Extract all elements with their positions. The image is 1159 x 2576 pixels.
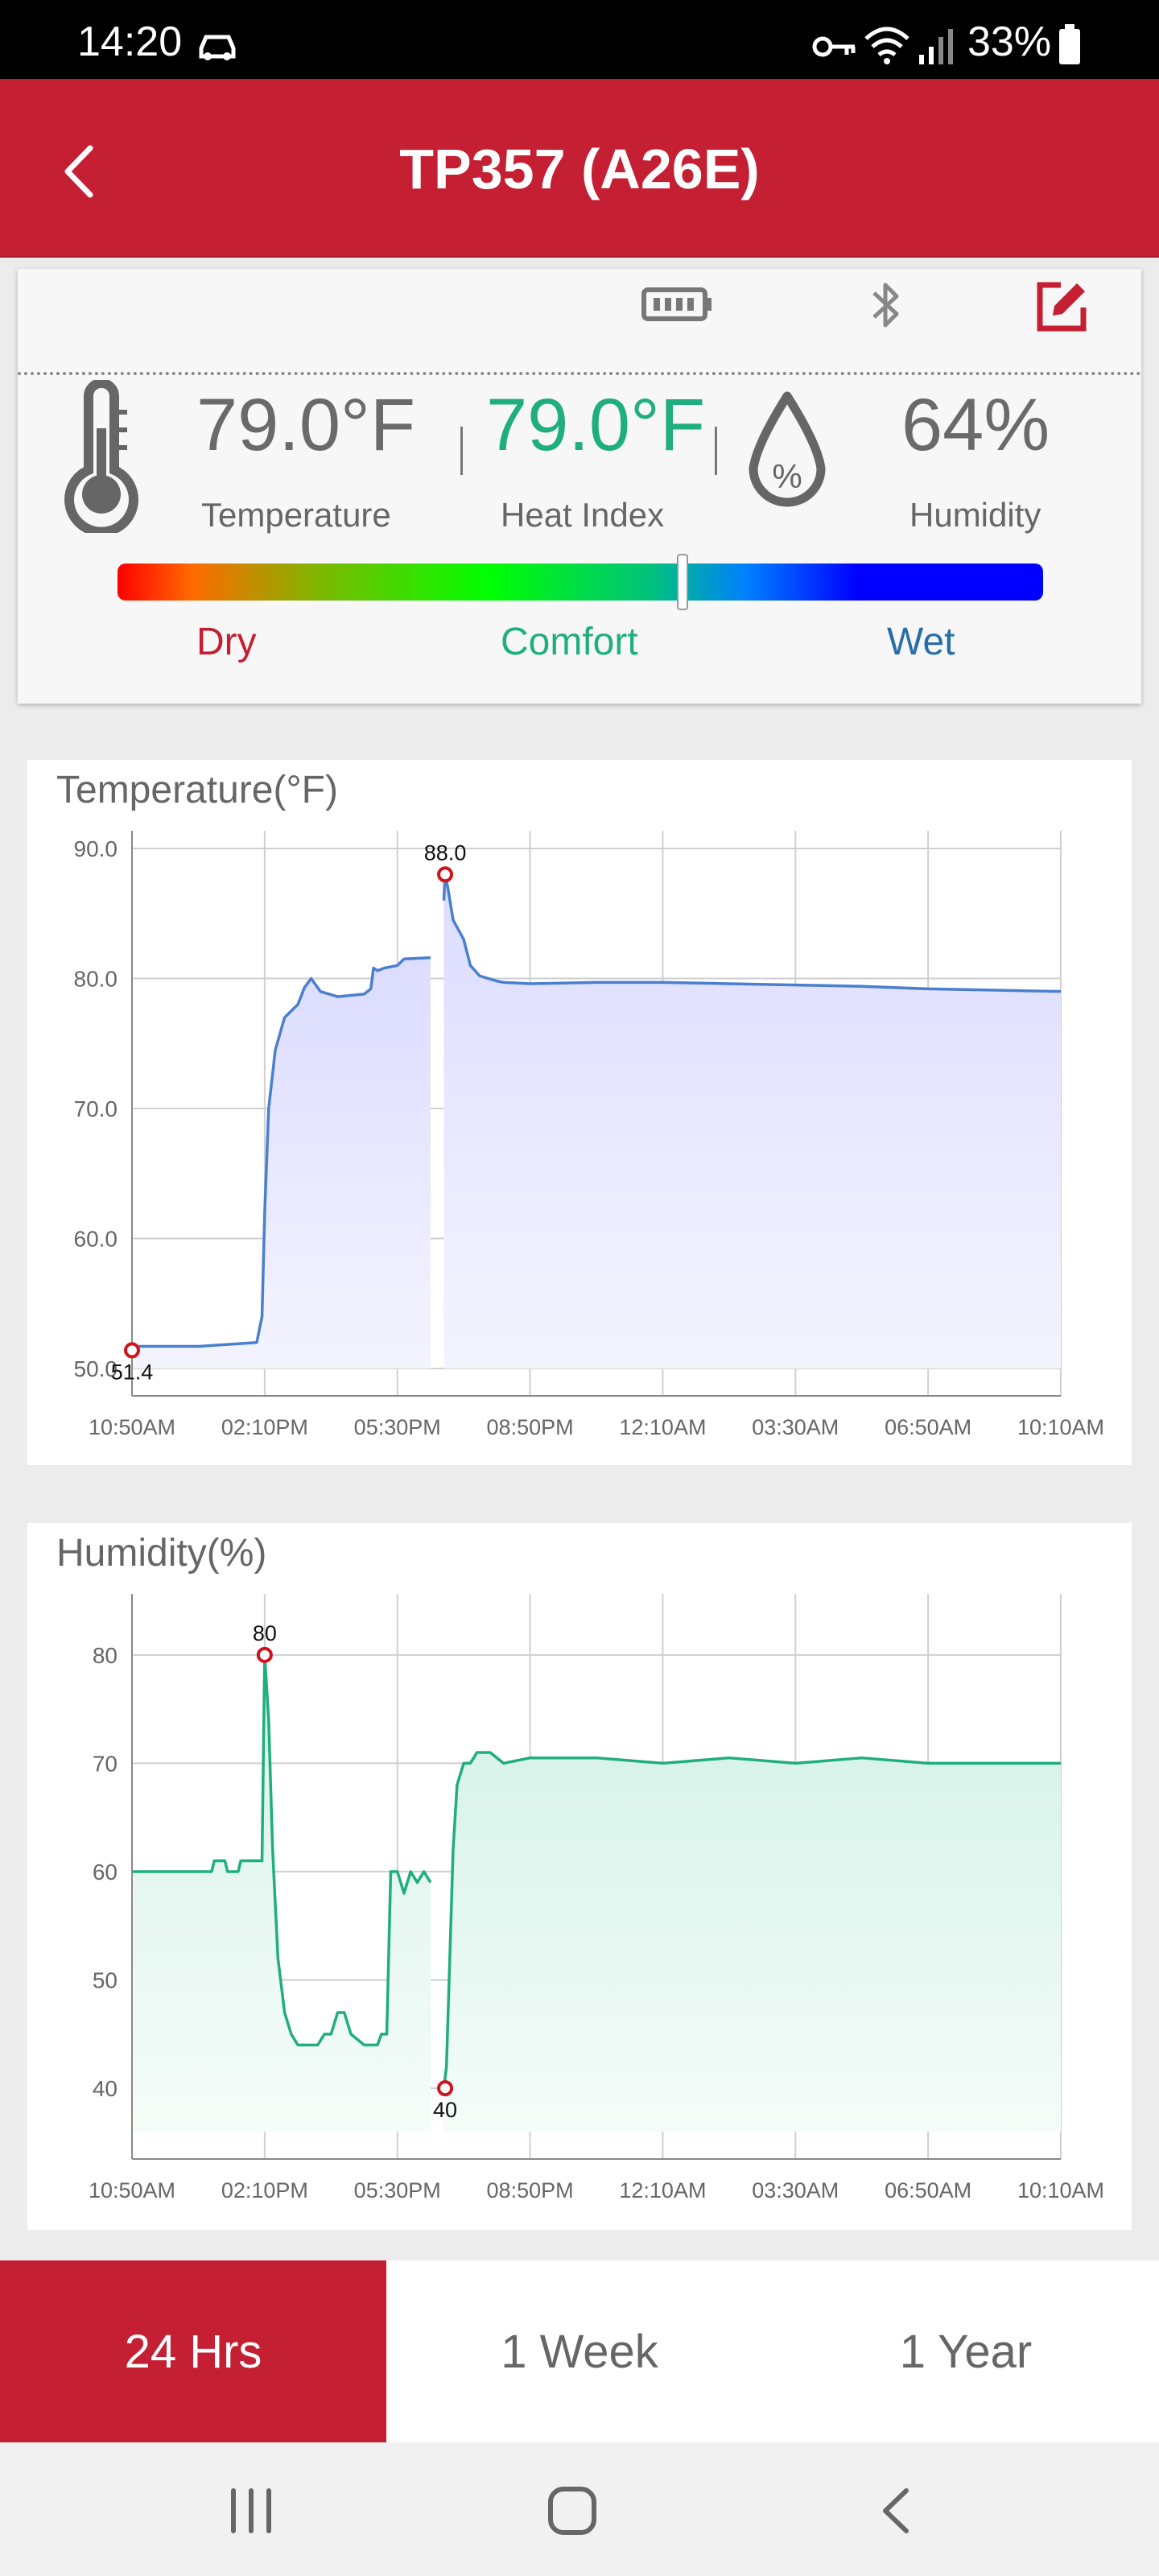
- back-button[interactable]: [45, 135, 118, 208]
- app-bar: TP357 (A26E): [0, 79, 1159, 258]
- humidity-value: 64%: [901, 384, 1050, 466]
- x-tick-label: 06:50AM: [885, 2178, 971, 2202]
- summary-card: 79.0°F Temperature 79.0°F Heat Index % 6…: [18, 269, 1141, 704]
- x-tick-label: 12:10AM: [619, 2178, 706, 2202]
- zone-dry-label: Dry: [196, 621, 257, 663]
- x-tick-label: 02:10PM: [221, 2178, 308, 2202]
- x-tick-label: 10:10AM: [1017, 2178, 1104, 2202]
- heat-index-label: Heat Index: [501, 496, 665, 534]
- y-tick-label: 60.0: [74, 1227, 118, 1252]
- x-tick-label: 08:50PM: [487, 1415, 574, 1439]
- humidity-chart-card: Humidity(%) 80 70 60 50 40 10:50AM 02:10PM 05:3…: [27, 1523, 1132, 2230]
- humidity-series-line: [132, 1653, 432, 2047]
- humidity-series-line: [442, 1751, 1061, 2089]
- humidity-drop-icon: %: [749, 391, 826, 507]
- signal-icon: [919, 29, 953, 64]
- max-marker: [256, 1646, 273, 1663]
- y-tick-label: 70: [93, 1751, 118, 1776]
- humidity-icon-symbol: %: [772, 457, 802, 495]
- comfort-gauge-marker: [676, 554, 688, 610]
- x-tick-label: 10:50AM: [89, 1415, 175, 1439]
- x-tick-label: 03:30AM: [752, 1415, 839, 1439]
- bluetooth-icon: [872, 283, 899, 328]
- y-tick-label: 90.0: [74, 836, 118, 861]
- x-tick-label: 05:30PM: [354, 2178, 441, 2202]
- status-time: 14:20: [77, 19, 183, 65]
- comfort-gauge: [118, 564, 1043, 601]
- battery-icon: [641, 287, 711, 321]
- y-tick-label: 50: [93, 1968, 118, 1993]
- x-tick-label: 02:10PM: [221, 1415, 308, 1439]
- y-tick-label: 80: [93, 1643, 118, 1668]
- wifi-icon: [864, 27, 909, 64]
- temperature-value: 79.0°F: [196, 384, 416, 466]
- humidity-area-fill: [443, 1752, 1061, 2132]
- temperature-area-fill: [132, 957, 431, 1368]
- car-icon: [199, 35, 236, 60]
- y-tick-label: 70.0: [74, 1096, 118, 1121]
- x-tick-label: 06:50AM: [885, 1415, 971, 1439]
- y-tick-label: 40: [93, 2076, 118, 2101]
- y-tick-label: 60: [93, 1860, 118, 1885]
- humidity-chart-title: Humidity(%): [56, 1532, 267, 1575]
- temperature-chart-title: Temperature(°F): [56, 769, 338, 811]
- temperature-series-line: [442, 873, 1062, 993]
- x-tick-label: 05:30PM: [354, 1415, 441, 1439]
- divider: [460, 427, 463, 475]
- battery-icon: [1059, 24, 1080, 64]
- temperature-area-fill: [443, 874, 1061, 1368]
- x-tick-label: 10:10AM: [1017, 1415, 1104, 1439]
- home-icon[interactable]: [541, 2483, 605, 2539]
- marker-label: 51.4: [111, 1360, 154, 1384]
- back-icon[interactable]: [866, 2483, 930, 2539]
- temperature-chart[interactable]: 90.0 80.0 70.0 60.0 50.0 10:50AM 02:10PM 05:30P…: [27, 760, 1132, 1465]
- min-marker: [124, 1342, 140, 1359]
- x-tick-label: 08:50PM: [487, 2178, 574, 2202]
- min-marker: [437, 2080, 454, 2097]
- x-tick-label: 10:50AM: [89, 2178, 175, 2202]
- thermometer-icon: [64, 380, 138, 533]
- chevron-left-icon: [64, 145, 93, 198]
- x-tick-label: 03:30AM: [752, 2178, 839, 2202]
- humidity-area-fill: [132, 1654, 431, 2132]
- tab-1-year[interactable]: 1 Year: [899, 2325, 1033, 2378]
- heat-index-value: 79.0°F: [486, 384, 706, 466]
- humidity-chart[interactable]: 80 70 60 50 40 10:50AM 02:10PM 05:30PM 08:50PM 12…: [27, 1523, 1132, 2230]
- marker-label: 40: [433, 2098, 457, 2122]
- status-bar: 14:20 33%: [0, 0, 1159, 79]
- marker-label: 88.0: [424, 840, 467, 865]
- tab-1-week[interactable]: 1 Week: [501, 2325, 658, 2378]
- temperature-series-line: [131, 956, 431, 1352]
- y-tick-label: 80.0: [74, 967, 118, 992]
- max-marker: [437, 866, 454, 883]
- tab-24-hrs[interactable]: 24 Hrs: [0, 2260, 386, 2442]
- edit-icon[interactable]: [1033, 279, 1090, 335]
- key-icon: [812, 36, 856, 57]
- humidity-label: Humidity: [909, 496, 1041, 534]
- zone-comfort-label: Comfort: [501, 621, 638, 663]
- y-tick-label: 50.0: [74, 1356, 118, 1381]
- device-toolbar: [18, 269, 1141, 375]
- page-title: TP357 (A26E): [399, 138, 760, 200]
- temperature-chart-card: Temperature(°F) 90.0 80.0 70.0 60.0 50.0 10:5…: [27, 760, 1132, 1465]
- battery-percent: 33%: [967, 19, 1052, 65]
- recent-apps-icon[interactable]: [219, 2483, 283, 2539]
- temperature-label: Temperature: [201, 496, 391, 534]
- time-range-tabs: 24 Hrs 1 Week 1 Year: [0, 2260, 1159, 2442]
- system-nav-bar: [0, 2442, 1159, 2576]
- x-tick-label: 12:10AM: [619, 1415, 706, 1439]
- marker-label: 80: [253, 1621, 277, 1645]
- divider: [715, 427, 717, 475]
- zone-wet-label: Wet: [887, 621, 955, 663]
